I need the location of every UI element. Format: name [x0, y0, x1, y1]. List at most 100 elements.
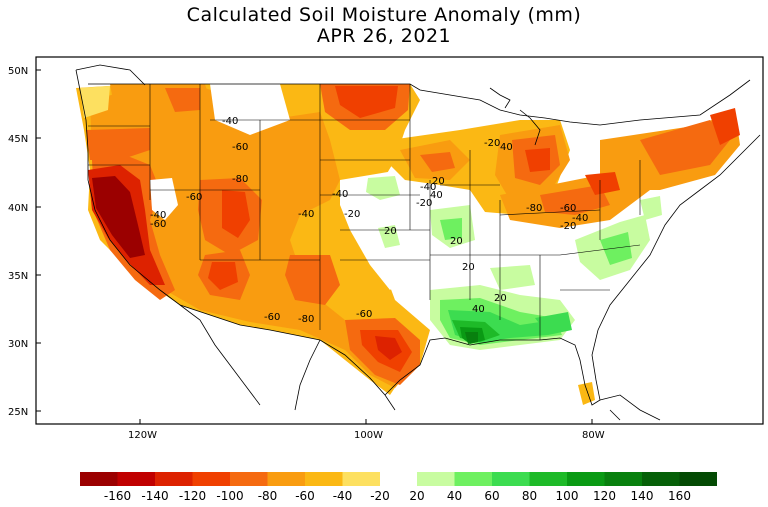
- contour-label: -20: [416, 198, 432, 209]
- contour-labels: -40 -60 -80 -60 -40 -60 -40 -40 -20 -40 …: [150, 116, 588, 325]
- nebraska-wet: [366, 176, 400, 200]
- wa-yellow: [80, 86, 110, 118]
- colorbar-tick-label: -40: [333, 489, 353, 503]
- lat-label-25: 25N: [8, 407, 28, 418]
- contour-label: -80: [526, 203, 542, 214]
- colorbar-tick-label: 20: [409, 489, 424, 503]
- contour-label: 20: [494, 293, 507, 304]
- nevada-white: [150, 178, 178, 220]
- colorbar-swatch-positive: [492, 472, 530, 486]
- tn-wet: [490, 265, 535, 290]
- texas-extreme: [375, 336, 402, 360]
- ne-wet: [640, 196, 662, 220]
- contour-label: -40: [332, 189, 348, 200]
- ohio-strong: [540, 185, 610, 215]
- dakota-strong: [335, 86, 398, 118]
- contour-label: -40: [222, 116, 238, 127]
- colorbar-swatch-negative: [267, 472, 305, 486]
- contour-label: -80: [232, 174, 248, 185]
- contour-label: -60: [186, 192, 202, 203]
- contour-label: -20: [344, 209, 360, 220]
- colorbar-swatch-negative: [342, 472, 380, 486]
- colorbar-swatch-positive: [679, 472, 717, 486]
- utah-strong: [222, 190, 250, 238]
- colorbar-tick-label: -80: [258, 489, 278, 503]
- contour-label: -40: [150, 210, 166, 221]
- colorbar-tick-label: 60: [484, 489, 499, 503]
- colorbar-tick-label: 140: [631, 489, 654, 503]
- contour-label: -20: [484, 138, 500, 149]
- contour-label: -60: [150, 219, 166, 230]
- montana-strong: [165, 88, 200, 112]
- contour-label: -40: [298, 209, 314, 220]
- oregon-dry: [86, 128, 150, 160]
- nm-dry: [285, 255, 340, 305]
- state-borders: [88, 84, 641, 340]
- colorbar-swatch-positive: [567, 472, 605, 486]
- colorbar-swatch-positive: [642, 472, 680, 486]
- northeast-strong: [640, 120, 730, 175]
- map-title: Calculated Soil Moisture Anomaly (mm): [186, 4, 582, 26]
- colorbar-swatch-negative: [305, 472, 343, 486]
- wisconsin-strong: [420, 152, 455, 172]
- contour-label: 20: [462, 262, 475, 273]
- east-dry-fills: [390, 108, 740, 405]
- map-date: APR 26, 2021: [316, 25, 452, 47]
- colorbar-swatch-negative: [80, 472, 118, 486]
- contour-label: -60: [264, 312, 280, 323]
- lat-label-50: 50N: [8, 66, 28, 77]
- contour-label: 20: [384, 226, 397, 237]
- colorbar-tick-label: 80: [522, 489, 537, 503]
- missouri-wet-2: [440, 218, 462, 240]
- maine-strong: [710, 108, 740, 145]
- lon-label-120: 120W: [128, 430, 157, 441]
- coastlines: [75, 64, 761, 421]
- axis-ticks: [36, 69, 593, 424]
- colorbar-swatch-negative: [117, 472, 155, 486]
- gulf-wet-6: [465, 332, 478, 344]
- contour-label: 40: [500, 142, 513, 153]
- colorbar-tick-label: 120: [593, 489, 616, 503]
- lat-label-35: 35N: [8, 271, 28, 282]
- colorbar-tick-label: -60: [295, 489, 315, 503]
- colorbar-tick-label: -140: [141, 489, 168, 503]
- colorbar-tick-label: 40: [447, 489, 462, 503]
- colorbar-swatch-positive: [454, 472, 492, 486]
- contour-label: -80: [298, 314, 314, 325]
- contour-label: -60: [232, 142, 248, 153]
- wet-fills: [366, 176, 662, 350]
- contour-label: -40: [420, 182, 436, 193]
- colorbar-tick-label: 100: [556, 489, 579, 503]
- al-wet: [535, 312, 572, 335]
- michigan-extreme: [525, 148, 550, 172]
- contour-label: 20: [432, 176, 445, 187]
- colorbar-tick-label: -160: [104, 489, 131, 503]
- nebraska-wet-2: [378, 225, 400, 248]
- idaho-white: [210, 84, 290, 135]
- colorbar-tick-label: 160: [668, 489, 691, 503]
- florida-yellow: [578, 382, 595, 405]
- colorbar-tick-label: -20: [370, 489, 390, 503]
- map-frame: [35, 56, 764, 425]
- contour-label: -60: [560, 203, 576, 214]
- lon-label-80: 80W: [582, 430, 605, 441]
- colorbar-swatch-positive: [417, 472, 455, 486]
- lat-label-45: 45N: [8, 134, 28, 145]
- contour-label: -20: [560, 221, 576, 232]
- colorbar-swatch-positive: [529, 472, 567, 486]
- colorbar-swatch-positive: [604, 472, 642, 486]
- lat-label-40: 40N: [8, 203, 28, 214]
- colorbar: -160 -140 -120 -100 -80 -60 -40 -20 20 40 60 80 100 1…: [80, 472, 717, 503]
- contour-label: -60: [356, 309, 372, 320]
- lon-label-100: 100W: [354, 430, 383, 441]
- colorbar-tick-label: -100: [216, 489, 243, 503]
- contour-label: 40: [472, 304, 485, 315]
- lat-label-30: 30N: [8, 339, 28, 350]
- va-wet-2: [600, 232, 632, 265]
- contour-label: -40: [572, 213, 588, 224]
- contour-label: 20: [450, 236, 463, 247]
- colorbar-swatch-negative: [192, 472, 230, 486]
- colorbar-tick-label: -120: [179, 489, 206, 503]
- arizona-strong: [208, 262, 238, 290]
